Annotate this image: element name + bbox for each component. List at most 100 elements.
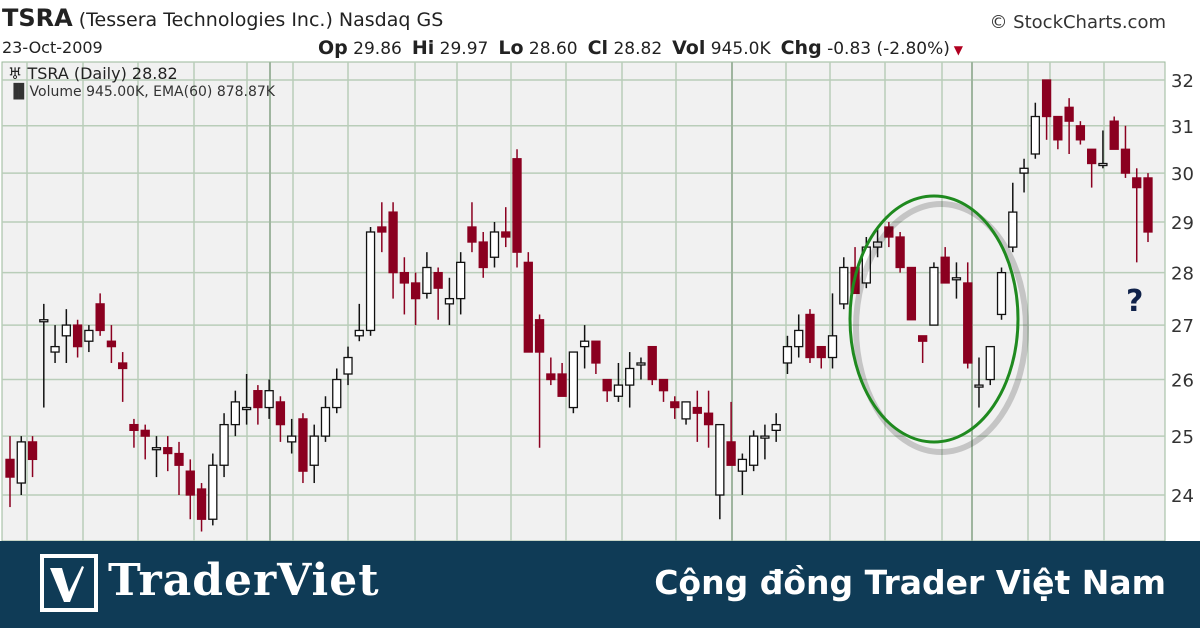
candle-body (929, 266, 939, 326)
candle-body (185, 470, 195, 496)
ohlc-stats: Op 29.86 Hi 29.97 Lo 28.60 Cl 28.82 Vol 945.… (308, 37, 963, 59)
candle-body (354, 329, 364, 337)
candle-body (433, 271, 443, 289)
candle-body (309, 435, 319, 466)
candle-body (726, 441, 736, 466)
bar-legend-icon: ▐▌ (8, 84, 30, 100)
candle-body (95, 303, 105, 332)
candle-body (365, 231, 376, 332)
candle-legend-icon: ♅ (8, 64, 28, 83)
candle-body (1120, 148, 1131, 174)
candle-body (230, 401, 240, 426)
candle-body (591, 340, 601, 364)
stat-value: -0.83 (-2.80%) (821, 39, 950, 59)
candle-body (1075, 125, 1086, 141)
candle-body (332, 378, 342, 409)
y-tick-label: 27 (1171, 316, 1194, 337)
price-legend-text: TSRA (Daily) 28.82 (27, 64, 178, 83)
stat-value: 29.86 (347, 39, 402, 59)
candle-body (16, 441, 26, 484)
y-tick-label: 31 (1171, 117, 1194, 138)
candle-body (140, 429, 150, 437)
candle-body (1064, 106, 1074, 122)
candle-body (444, 297, 455, 305)
candle-body (546, 373, 556, 381)
stat-label: Op (318, 37, 348, 59)
price-legend: ♅ TSRA (Daily) 28.82 (8, 64, 178, 83)
candle-body (670, 401, 680, 409)
candle-body (61, 324, 71, 337)
stat-value: 28.60 (523, 39, 578, 59)
exchange: Nasdaq GS (338, 9, 444, 31)
banner: TraderViet Cộng đồng Trader Việt Nam (0, 541, 1200, 628)
candle-body (906, 266, 917, 321)
candle-body (568, 351, 579, 409)
candle-body (275, 401, 286, 426)
candle-body (636, 362, 646, 366)
candle-body (884, 226, 894, 238)
candle-body (264, 390, 274, 409)
stat-label: Chg (780, 37, 822, 59)
company-name: (Tessera Technologies Inc.) (78, 9, 333, 31)
candle-body (1132, 177, 1142, 189)
candle-body (84, 329, 94, 342)
candle-body (579, 340, 590, 348)
candle-body (5, 458, 15, 478)
annotation-ellipse (848, 194, 1020, 444)
stat-label: Hi (411, 37, 435, 59)
stat-label: Cl (587, 37, 609, 59)
volume-legend-text: Volume 945.00K, EMA(60) 878.87K (29, 84, 275, 100)
y-tick-label: 29 (1171, 213, 1194, 234)
candle-body (1143, 177, 1153, 233)
candle-body (196, 488, 207, 520)
candle-body (501, 231, 511, 238)
candle-body (129, 423, 139, 432)
y-tick-label: 28 (1171, 264, 1194, 285)
candle-body (343, 356, 353, 375)
candle-body (681, 401, 691, 420)
candle-body (613, 384, 624, 397)
candle-body (50, 345, 60, 353)
y-tick-label: 25 (1171, 427, 1194, 448)
candle-body (940, 256, 950, 284)
candle-body (895, 236, 905, 269)
candle-body (872, 241, 883, 248)
candle-body (816, 345, 826, 359)
candle-body (388, 211, 398, 274)
candle-body (703, 412, 714, 426)
candle-body (1019, 167, 1029, 174)
candle-body (715, 423, 725, 496)
question-mark: ? (1126, 284, 1143, 319)
copyright: © StockCharts.com (989, 12, 1166, 33)
y-tick-label: 32 (1171, 71, 1194, 92)
candle-body (1109, 120, 1119, 150)
candle-body (557, 373, 567, 397)
candle-body (399, 271, 410, 284)
candle-body (174, 452, 184, 466)
stat-value: 28.82 (608, 39, 663, 59)
candle-body (410, 282, 421, 300)
candle-body (918, 335, 928, 342)
candle-body (647, 345, 657, 381)
candle-body (467, 226, 477, 243)
candle-body (737, 458, 748, 472)
candle-body (163, 447, 173, 455)
candle-body (534, 319, 545, 353)
stat-label: Lo (498, 37, 524, 59)
candle-body (963, 282, 973, 364)
candle-body (298, 418, 308, 472)
candle-body (1098, 162, 1108, 167)
y-tick-label: 26 (1171, 371, 1194, 392)
candle-body (478, 241, 488, 269)
candle-body (782, 345, 793, 364)
candle-body (523, 261, 533, 353)
candle-body (1030, 115, 1040, 155)
candle-body (253, 390, 263, 409)
candle-body (72, 324, 83, 348)
stat-value: 29.97 (434, 39, 489, 59)
plot-area (1, 61, 1166, 541)
candle-body (27, 441, 38, 461)
candle-body (760, 435, 770, 439)
candle-body (974, 384, 984, 388)
candle-body (241, 406, 252, 411)
